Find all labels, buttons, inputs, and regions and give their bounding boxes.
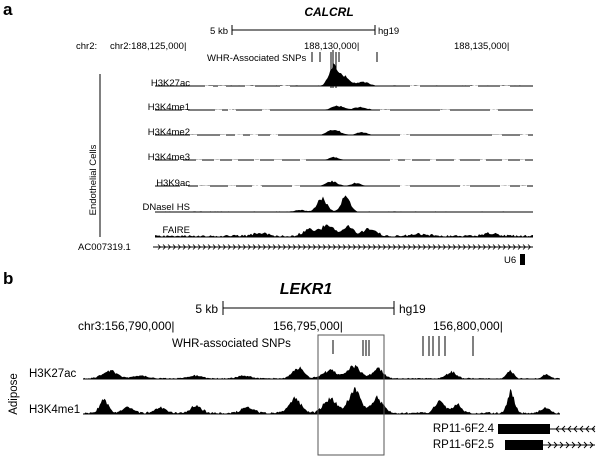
track-label-b-h3k4me1: H3K4me1 xyxy=(29,404,80,416)
panel-b-scale-label: 5 kb xyxy=(195,302,218,316)
panel-a-u6-block xyxy=(520,254,525,265)
panel-b-gene-1-label: RP11-6F2.4 xyxy=(433,423,495,435)
panel-a-snp-label: WHR-Associated SNPs xyxy=(207,53,306,64)
signal-a-dnasei xyxy=(155,195,533,212)
panel-a-scale-bar xyxy=(231,25,376,35)
panel-b-gene-1-model xyxy=(498,424,596,434)
panel-a-signal-tracks xyxy=(155,63,533,238)
panel-a-letter: a xyxy=(3,0,13,19)
signal-a-faire xyxy=(155,224,533,237)
panel-a-group-label: Endothelial Cells xyxy=(88,144,99,215)
signal-b-h3k4me1 xyxy=(83,387,560,414)
panel-b-scale-bar xyxy=(222,301,395,315)
panel-a-extra-gene: U6 xyxy=(504,255,516,266)
signal-a-h3k4me1 xyxy=(155,105,533,110)
signal-b-h3k27ac xyxy=(83,364,560,379)
panel-b-gene-2-label: RP11-6F2.5 xyxy=(433,439,494,451)
panel-b-gene-2-model xyxy=(505,440,595,450)
panel-b-coord-1: chr3:156,790,000| xyxy=(78,319,175,333)
track-label-a-dnasei: DNaseI HS xyxy=(142,202,190,213)
track-label-a-h3k4me2: H3K4me2 xyxy=(148,127,190,138)
panel-b-gene-title: LEKR1 xyxy=(280,281,333,298)
panel-b: b LEKR1 5 kb hg19 chr3:156,790,000| 156,… xyxy=(3,269,596,456)
panel-a-gene-title: CALCRL xyxy=(304,5,353,19)
track-label-a-h3k4me3: H3K4me3 xyxy=(148,152,190,163)
panel-a-coord-2: 188,130,000| xyxy=(304,41,359,52)
panel-a-coord-1: chr2:188,125,000| xyxy=(110,41,186,52)
panel-b-group-label: Adipose xyxy=(8,373,20,415)
panel-b-assembly: hg19 xyxy=(399,302,426,316)
panel-b-signal-tracks xyxy=(83,364,560,415)
panel-b-letter: b xyxy=(3,269,13,288)
panel-a-chrom-prefix: chr2: xyxy=(76,41,97,52)
signal-a-h3k27ac xyxy=(155,63,533,86)
panel-a-coord-3: 188,135,000| xyxy=(454,41,509,52)
track-label-b-h3k27ac: H3K27ac xyxy=(29,368,77,380)
track-label-a-faire: FAIRE xyxy=(163,225,190,236)
track-label-a-h3k9ac: H3K9ac xyxy=(156,178,190,189)
signal-a-h3k4me2 xyxy=(155,130,533,135)
panel-b-highlight-region xyxy=(317,334,385,456)
panel-b-coord-2: 156,795,000| xyxy=(273,319,343,333)
panel-a-assembly: hg19 xyxy=(378,26,399,37)
track-label-a-h3k27ac: H3K27ac xyxy=(151,78,190,89)
panel-a: a CALCRL 5 kb hg19 chr2: chr2:188,125,00… xyxy=(3,0,533,266)
panel-a-gene-track-label: AC007319.1 xyxy=(78,242,131,253)
panel-a-gene-model xyxy=(153,244,533,250)
signal-a-h3k9ac xyxy=(155,180,533,186)
panel-a-scale-label: 5 kb xyxy=(210,26,228,37)
panel-b-snp-label: WHR-associated SNPs xyxy=(172,338,291,350)
panel-b-snp-ticks xyxy=(332,336,474,356)
panel-b-coord-3: 156,800,000| xyxy=(433,319,503,333)
track-label-a-h3k4me1: H3K4me1 xyxy=(148,102,190,113)
